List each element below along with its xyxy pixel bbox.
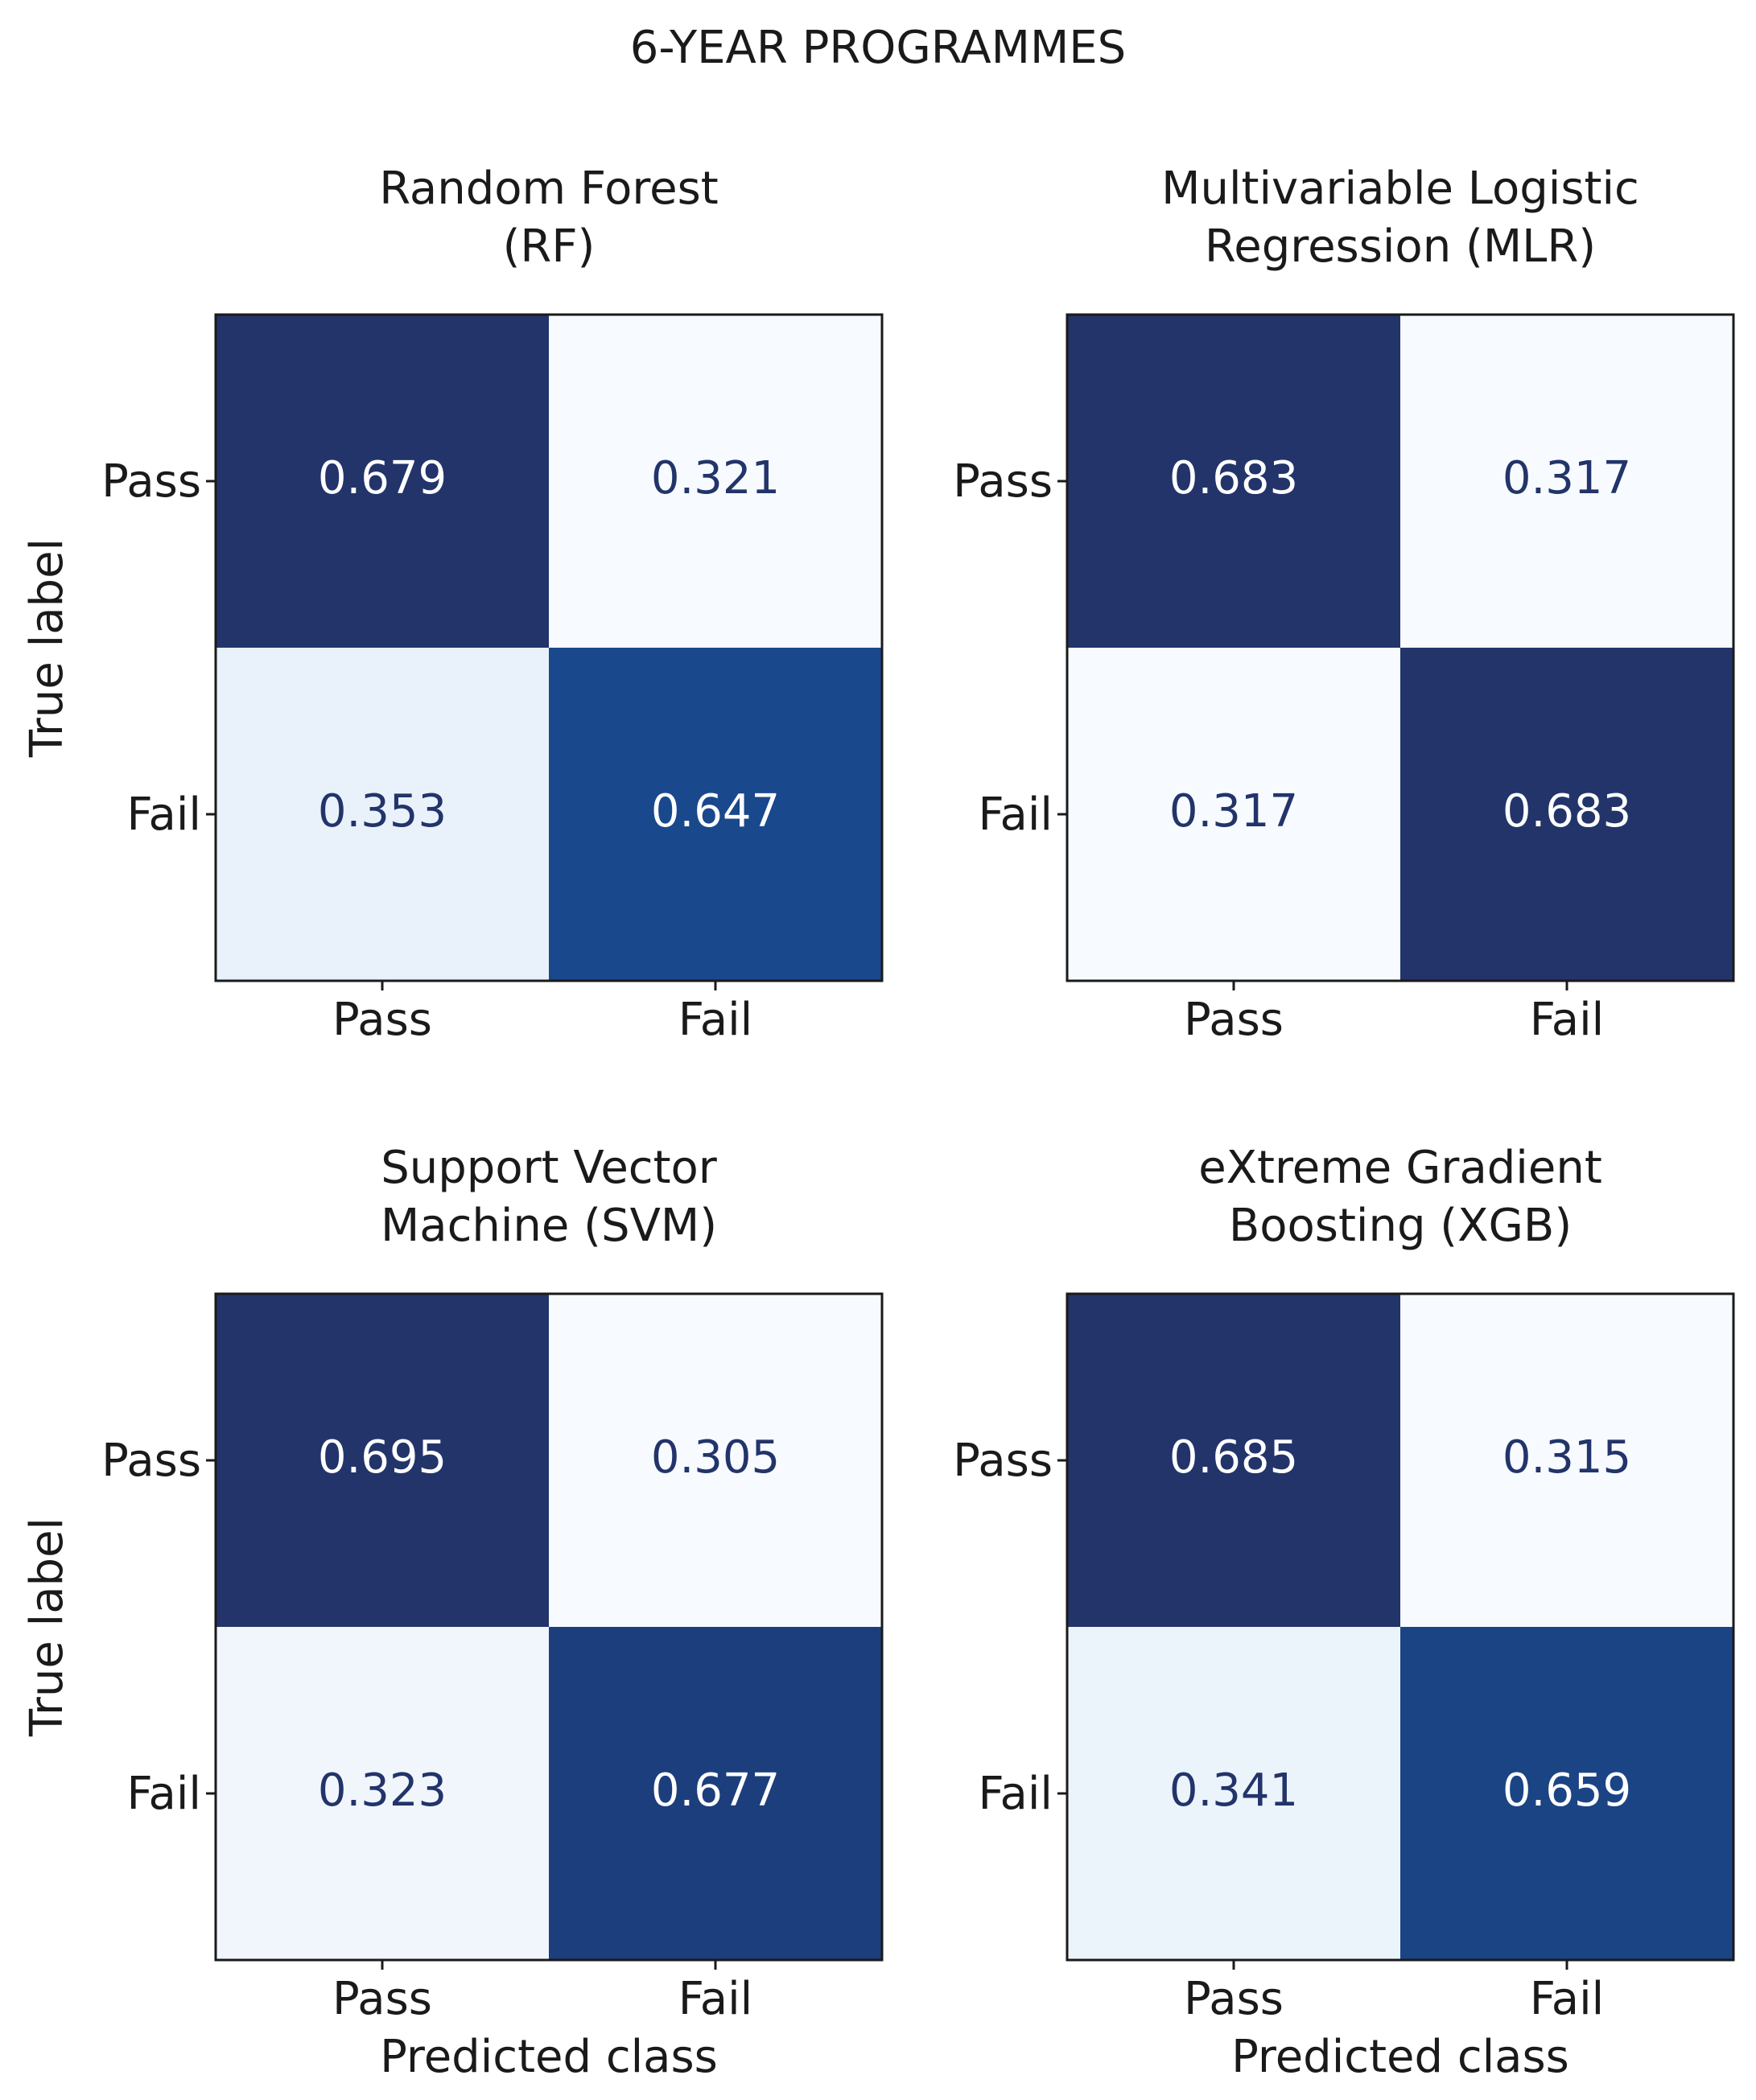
y-tick-label: Fail xyxy=(978,1768,1053,1820)
cell-label: 0.353 xyxy=(318,785,447,838)
subplot-title: Machine (SVM) xyxy=(381,1200,717,1252)
cell-label: 0.659 xyxy=(1502,1764,1631,1817)
y-tick-label: Fail xyxy=(126,789,201,841)
cell xyxy=(549,1627,882,1960)
x-tick-label: Fail xyxy=(678,994,753,1046)
cell xyxy=(1400,315,1733,648)
cell-label: 0.683 xyxy=(1169,452,1298,504)
cell xyxy=(216,648,549,981)
cell xyxy=(1067,315,1400,648)
cell-label: 0.683 xyxy=(1502,785,1631,838)
x-tick-label: Pass xyxy=(1184,994,1284,1046)
y-axis-label: True label xyxy=(21,1517,73,1737)
cell-label: 0.647 xyxy=(651,785,780,838)
y-axis-label: True label xyxy=(21,538,73,758)
x-tick-label: Pass xyxy=(332,1973,432,2025)
y-tick-label: Fail xyxy=(126,1768,201,1820)
x-tick-label: Pass xyxy=(1184,1973,1284,2025)
y-tick-label: Pass xyxy=(101,455,201,508)
cell xyxy=(1067,1627,1400,1960)
cell xyxy=(1400,1627,1733,1960)
subplot-title: Boosting (XGB) xyxy=(1229,1200,1572,1252)
cell xyxy=(216,1294,549,1627)
figure-title: 6-YEAR PROGRAMMES xyxy=(630,22,1126,74)
cell xyxy=(549,1294,882,1627)
cell-label: 0.315 xyxy=(1502,1431,1631,1484)
y-tick-label: Pass xyxy=(953,455,1053,508)
x-tick-label: Fail xyxy=(678,1973,753,2025)
cell xyxy=(1400,1294,1733,1627)
cell xyxy=(216,315,549,648)
cell xyxy=(1067,1294,1400,1627)
subplot-title: Multivariable Logistic xyxy=(1161,163,1639,215)
cell xyxy=(216,1627,549,1960)
x-tick-label: Fail xyxy=(1530,1973,1605,2025)
frame xyxy=(214,313,884,982)
cell xyxy=(549,315,882,648)
x-axis-label: Predicted class xyxy=(1231,2031,1569,2083)
frame xyxy=(1066,1292,1735,1962)
y-tick-label: Pass xyxy=(101,1435,201,1487)
y-tick-label: Fail xyxy=(978,789,1053,841)
cell-label: 0.679 xyxy=(318,452,447,504)
cell-label: 0.685 xyxy=(1169,1431,1298,1484)
cell xyxy=(549,648,882,981)
cell-label: 0.677 xyxy=(651,1764,780,1817)
x-axis-label: Predicted class xyxy=(380,2031,718,2083)
frame xyxy=(214,1292,884,1962)
frame xyxy=(1066,313,1735,982)
subplot-title: eXtreme Gradient xyxy=(1198,1142,1602,1194)
cell-label: 0.695 xyxy=(318,1431,447,1484)
subplot-title: Random Forest xyxy=(379,163,719,215)
cell xyxy=(1400,648,1733,981)
subplot-title: Regression (MLR) xyxy=(1205,220,1596,273)
cell-label: 0.305 xyxy=(651,1431,780,1484)
cell-label: 0.321 xyxy=(651,452,780,504)
subplot-title: Support Vector xyxy=(381,1142,718,1194)
x-tick-label: Pass xyxy=(332,994,432,1046)
cell-label: 0.317 xyxy=(1169,785,1298,838)
y-tick-label: Pass xyxy=(953,1435,1053,1487)
subplot-title: (RF) xyxy=(503,220,596,273)
cell xyxy=(1067,648,1400,981)
cell-label: 0.317 xyxy=(1502,452,1631,504)
cell-label: 0.341 xyxy=(1169,1764,1298,1817)
x-tick-label: Fail xyxy=(1530,994,1605,1046)
cell-label: 0.323 xyxy=(318,1764,447,1817)
